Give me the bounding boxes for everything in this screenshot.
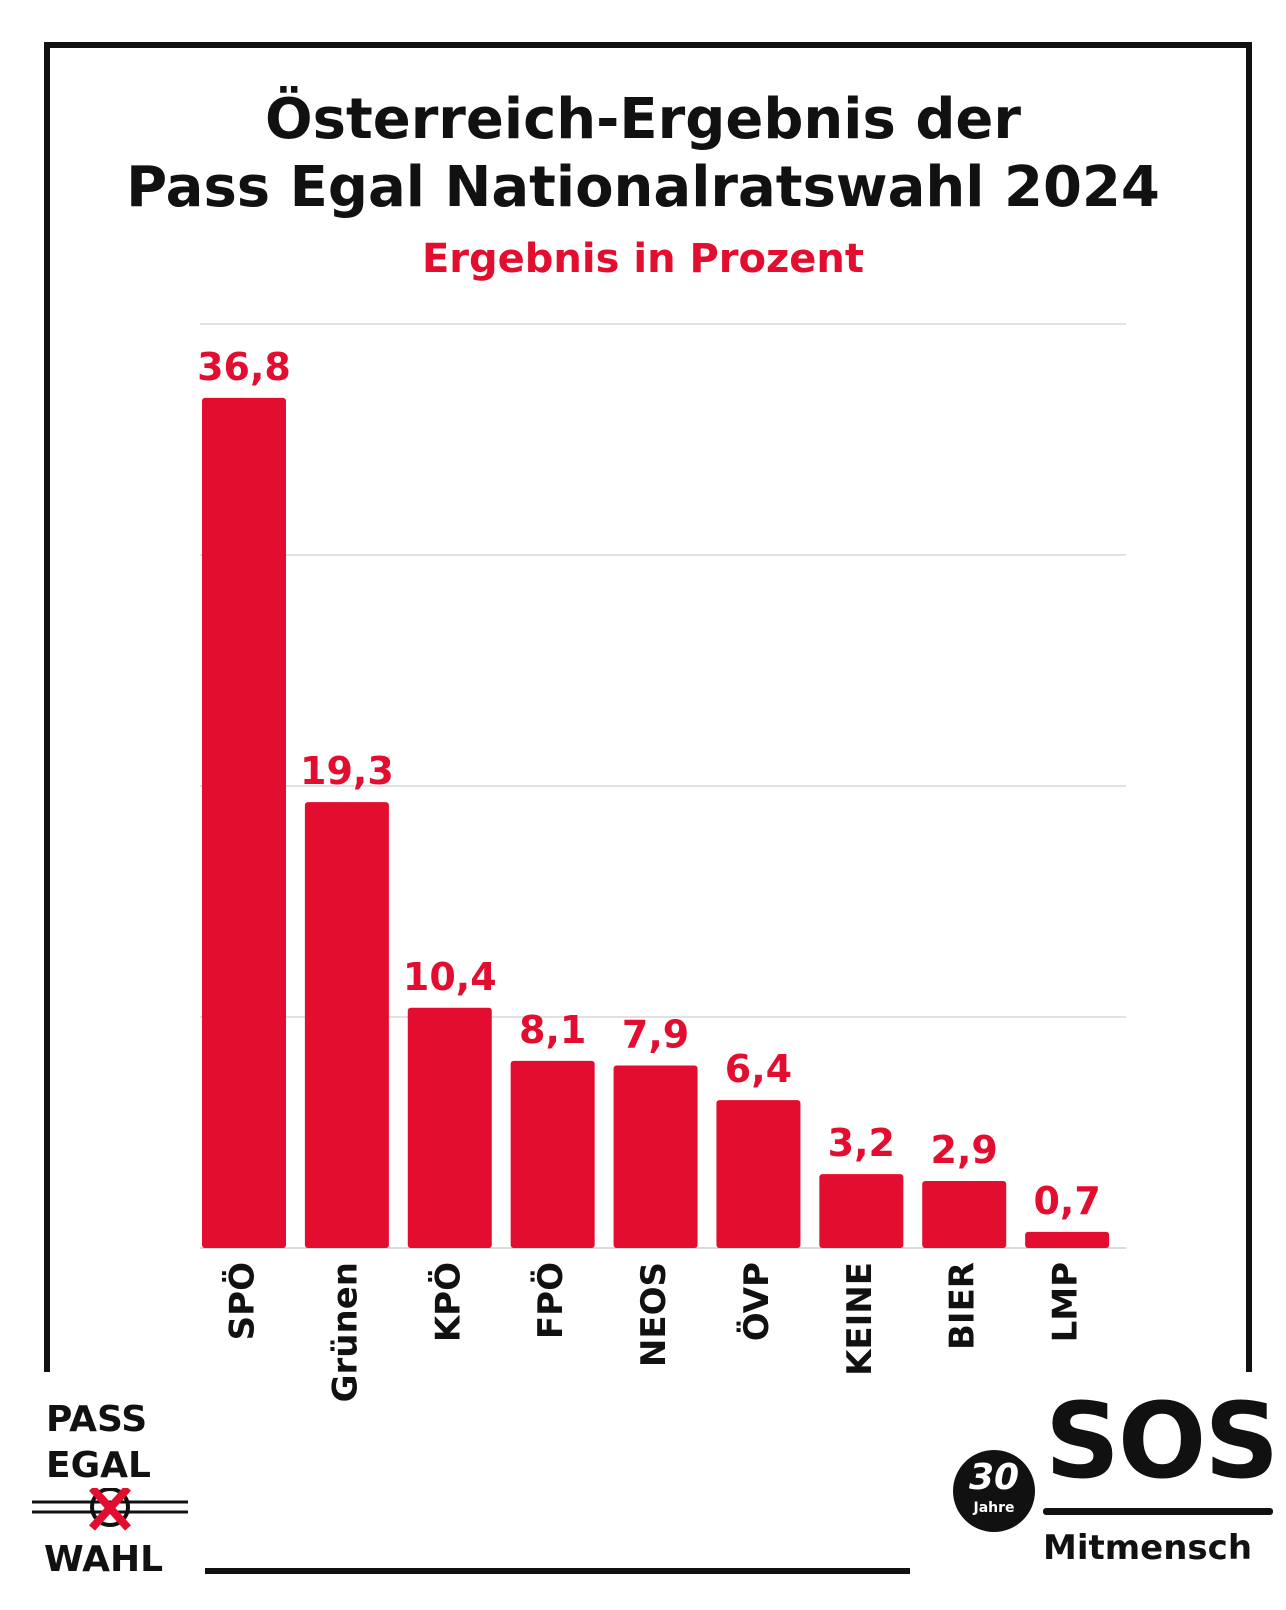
chart-subtitle: Ergebnis in Prozent — [421, 236, 864, 282]
category-label-keine: KEINE — [840, 1262, 880, 1376]
category-label-spö: SPÖ — [222, 1262, 263, 1340]
pass-egal-wahl-logo: PASS EGAL WAHL — [30, 1400, 190, 1580]
category-label-neos: NEOS — [634, 1262, 674, 1367]
category-label-lmp: LMP — [1046, 1262, 1086, 1342]
value-label-grünen: 19,3 — [300, 749, 394, 793]
bar-kpö — [407, 1007, 492, 1248]
frame-bottom-line — [205, 1568, 910, 1574]
category-label-övp: ÖVP — [736, 1262, 777, 1341]
chart-title-line1: Österreich-Ergebnis der — [265, 87, 1021, 152]
frame-right-line — [1246, 42, 1252, 1372]
category-label-grünen: Grünen — [325, 1262, 365, 1402]
value-label-fpö: 8,1 — [519, 1008, 586, 1052]
bar-lmp — [1025, 1231, 1110, 1248]
frame-top-line — [44, 42, 1252, 48]
badge-label: Jahre — [973, 1500, 1015, 1516]
bar-keine — [819, 1174, 904, 1248]
bar-bier — [922, 1181, 1007, 1248]
category-label-bier: BIER — [943, 1262, 983, 1350]
value-label-spö: 36,8 — [197, 345, 291, 389]
logo-mitmensch-text: Mitmensch — [1043, 1528, 1253, 1568]
category-label-fpö: FPÖ — [530, 1262, 571, 1339]
anniversary-badge: 30 Jahre — [953, 1450, 1035, 1532]
bar-grünen — [304, 802, 389, 1248]
bar-spö — [202, 397, 286, 1248]
chart-title: Österreich-Ergebnis der Pass Egal Nation… — [0, 86, 1286, 222]
logo-egal-text: EGAL — [46, 1445, 151, 1486]
bar-fpö — [510, 1060, 595, 1248]
bar-neos — [613, 1065, 698, 1248]
category-label-kpö: KPÖ — [427, 1262, 468, 1342]
logo-sos-underline — [1043, 1508, 1273, 1515]
value-label-neos: 7,9 — [622, 1013, 689, 1057]
logo-wahl-text: WAHL — [44, 1539, 164, 1580]
value-label-övp: 6,4 — [725, 1047, 792, 1091]
value-label-kpö: 10,4 — [403, 955, 497, 999]
logo-pass-text: PASS — [46, 1399, 148, 1440]
value-label-keine: 3,2 — [828, 1121, 895, 1165]
sos-mitmensch-logo: SOS Mitmensch 30 Jahre — [953, 1386, 1279, 1590]
logo-sos-text: SOS — [1045, 1380, 1279, 1502]
bar-övp — [716, 1100, 801, 1248]
chart-title-line2: Pass Egal Nationalratswahl 2024 — [126, 155, 1160, 220]
value-label-lmp: 0,7 — [1033, 1179, 1100, 1223]
value-label-bier: 2,9 — [931, 1128, 998, 1172]
badge-number: 30 — [968, 1457, 1020, 1498]
frame-left-line — [44, 42, 50, 1372]
ballot-cross-icon — [32, 1488, 188, 1531]
